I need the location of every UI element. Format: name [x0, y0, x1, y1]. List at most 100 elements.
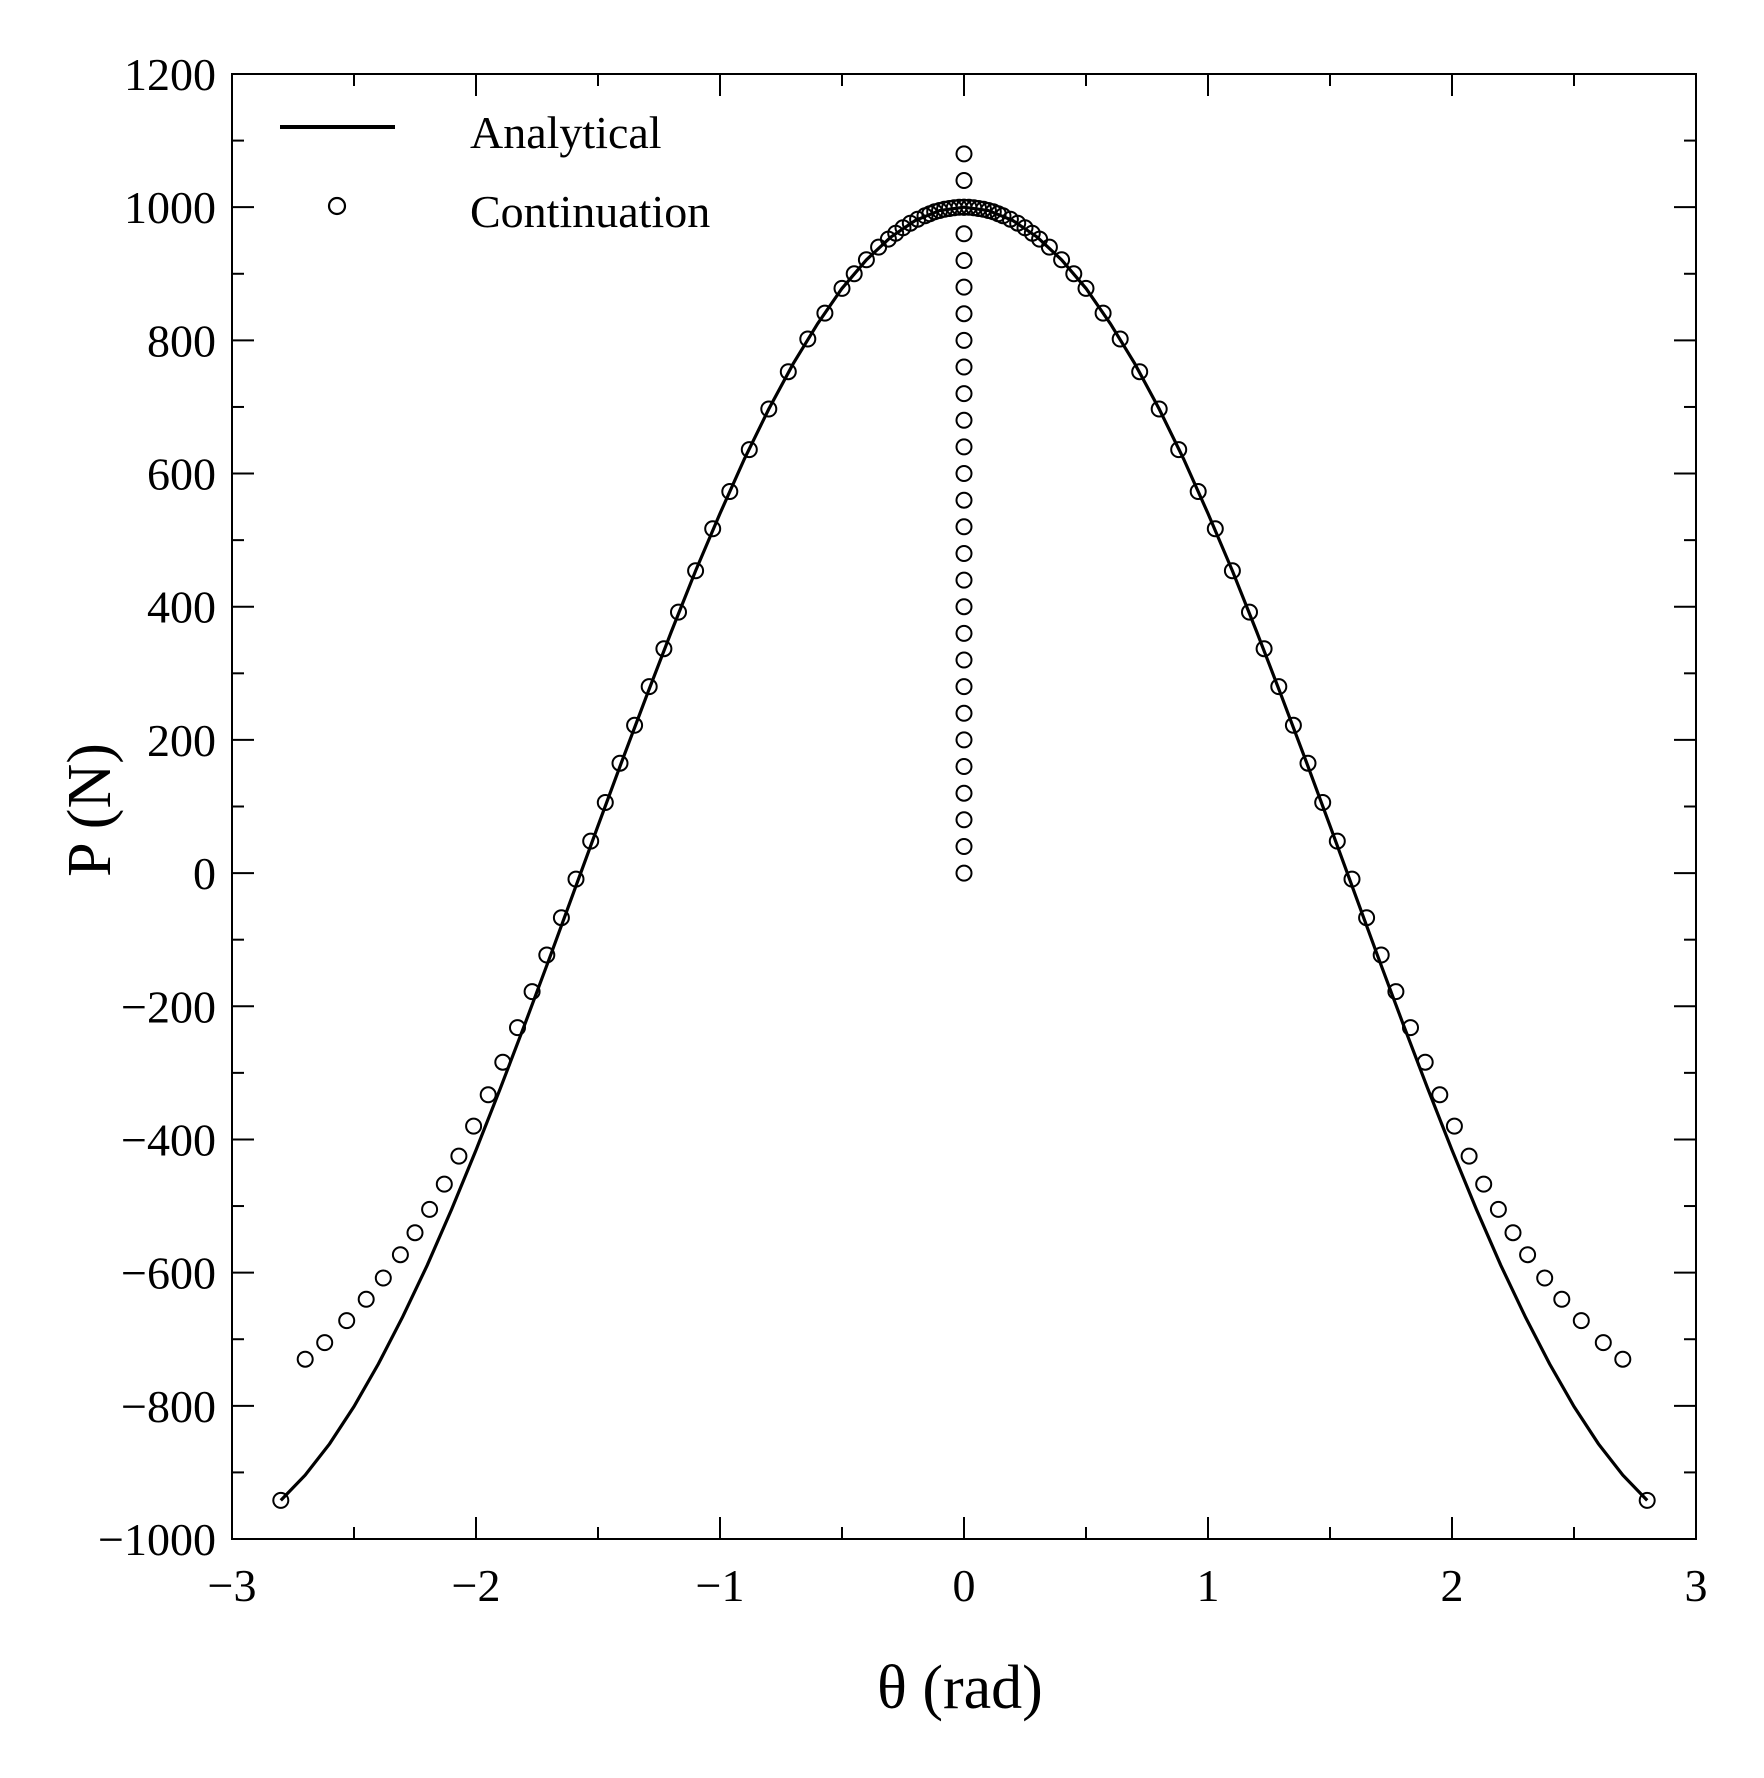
continuation-point — [1223, 562, 1241, 580]
continuation-point — [955, 438, 973, 456]
continuation-point — [1431, 1086, 1449, 1104]
x-tick-label: 2 — [1441, 1560, 1464, 1611]
continuation-point — [1553, 1290, 1571, 1308]
continuation-point — [1065, 265, 1083, 283]
continuation-point — [955, 331, 973, 349]
continuation-point — [626, 716, 644, 734]
continuation-point — [1241, 603, 1258, 621]
continuation-point — [479, 1086, 497, 1104]
continuation-point — [1150, 400, 1168, 418]
continuation-point — [582, 832, 600, 850]
continuation-point — [296, 1350, 314, 1368]
continuation-point — [1299, 754, 1317, 772]
continuation-point — [1372, 946, 1390, 964]
continuation-point — [955, 252, 973, 269]
continuation-point — [955, 491, 973, 509]
y-tick-label: −800 — [121, 1381, 216, 1432]
continuation-point — [955, 838, 973, 855]
continuation-point — [955, 731, 973, 749]
continuation-point — [740, 441, 758, 459]
continuation-point — [955, 225, 973, 243]
y-tick-label: 1000 — [124, 182, 216, 233]
continuation-point — [955, 678, 973, 696]
continuation-point — [1416, 1053, 1434, 1071]
continuation-point — [845, 265, 863, 283]
x-tick-label: 3 — [1685, 1560, 1708, 1611]
continuation-point — [1094, 304, 1112, 322]
continuation-point — [955, 545, 973, 562]
continuation-point — [1314, 794, 1332, 811]
continuation-point — [357, 1290, 375, 1308]
continuation-point — [465, 1117, 483, 1135]
continuation-point — [1387, 983, 1405, 1001]
legend-marker-swatch — [327, 196, 347, 216]
continuation-point — [955, 864, 973, 882]
y-tick-label: −600 — [121, 1248, 216, 1299]
x-tick-label: −1 — [696, 1560, 745, 1611]
y-tick-label: 1200 — [124, 49, 216, 100]
x-tick-label: 0 — [953, 1560, 976, 1611]
continuation-point — [1077, 279, 1095, 297]
plot-frame — [231, 73, 1697, 1540]
continuation-point — [1255, 640, 1273, 658]
continuation-point — [552, 909, 570, 927]
continuation-point — [567, 870, 585, 888]
continuation-point — [1594, 1334, 1612, 1352]
continuation-point — [779, 363, 797, 381]
continuation-point — [1206, 520, 1224, 538]
continuation-point — [435, 1175, 453, 1193]
y-tick-label: 200 — [147, 715, 216, 766]
continuation-point — [1284, 716, 1302, 734]
continuation-point — [316, 1334, 334, 1352]
continuation-point — [1189, 483, 1207, 500]
continuation-point — [1614, 1350, 1632, 1368]
y-tick-label: −1000 — [98, 1514, 216, 1565]
continuation-point — [611, 754, 629, 772]
continuation-point — [955, 758, 973, 775]
continuation-point — [816, 304, 834, 322]
x-tick-label: −2 — [452, 1560, 501, 1611]
continuation-point — [272, 1491, 290, 1509]
y-tick-label: 800 — [147, 315, 216, 366]
y-tick-label: 400 — [147, 582, 216, 633]
continuation-point — [955, 411, 973, 429]
continuation-point — [1402, 1019, 1419, 1037]
continuation-point — [450, 1147, 468, 1165]
continuation-point — [955, 145, 973, 163]
continuation-point — [955, 571, 973, 589]
continuation-point — [955, 172, 973, 189]
continuation-point — [1040, 238, 1058, 256]
continuation-point — [1358, 909, 1376, 927]
legend-label-continuation: Continuation — [470, 186, 710, 237]
y-axis-label: P (N) — [56, 743, 124, 877]
legend: Analytical Continuation — [280, 107, 710, 237]
continuation-point — [523, 983, 541, 1001]
continuation-point — [799, 330, 817, 348]
continuation-point — [955, 518, 973, 536]
continuation-point — [1053, 251, 1071, 269]
continuation-point — [1460, 1147, 1478, 1165]
continuation-point — [1328, 832, 1346, 850]
tick-labels: −3 −2 −1 0 1 2 3 −1000 −800 −600 −400 −200 0 200 400 60… — [98, 49, 1707, 1611]
continuation-point — [1170, 441, 1188, 459]
continuation-point — [655, 640, 673, 658]
continuation-point — [704, 520, 722, 538]
continuation-point — [1519, 1246, 1537, 1264]
continuation-point — [391, 1246, 409, 1264]
continuation-point — [760, 400, 778, 418]
continuation-point — [955, 278, 973, 296]
x-axis-label: θ (rad) — [877, 1654, 1043, 1722]
continuation-point — [1475, 1175, 1493, 1193]
continuation-point — [1111, 330, 1129, 348]
continuation-point — [1536, 1269, 1554, 1287]
continuation-point — [955, 385, 973, 403]
continuation-point — [870, 238, 888, 256]
continuation-point — [955, 598, 973, 616]
continuation-point — [374, 1269, 392, 1287]
continuation-point — [955, 651, 973, 669]
continuation-point — [421, 1200, 439, 1218]
continuation-point — [955, 624, 973, 642]
continuation-point — [955, 784, 973, 802]
continuation-point — [538, 946, 556, 964]
